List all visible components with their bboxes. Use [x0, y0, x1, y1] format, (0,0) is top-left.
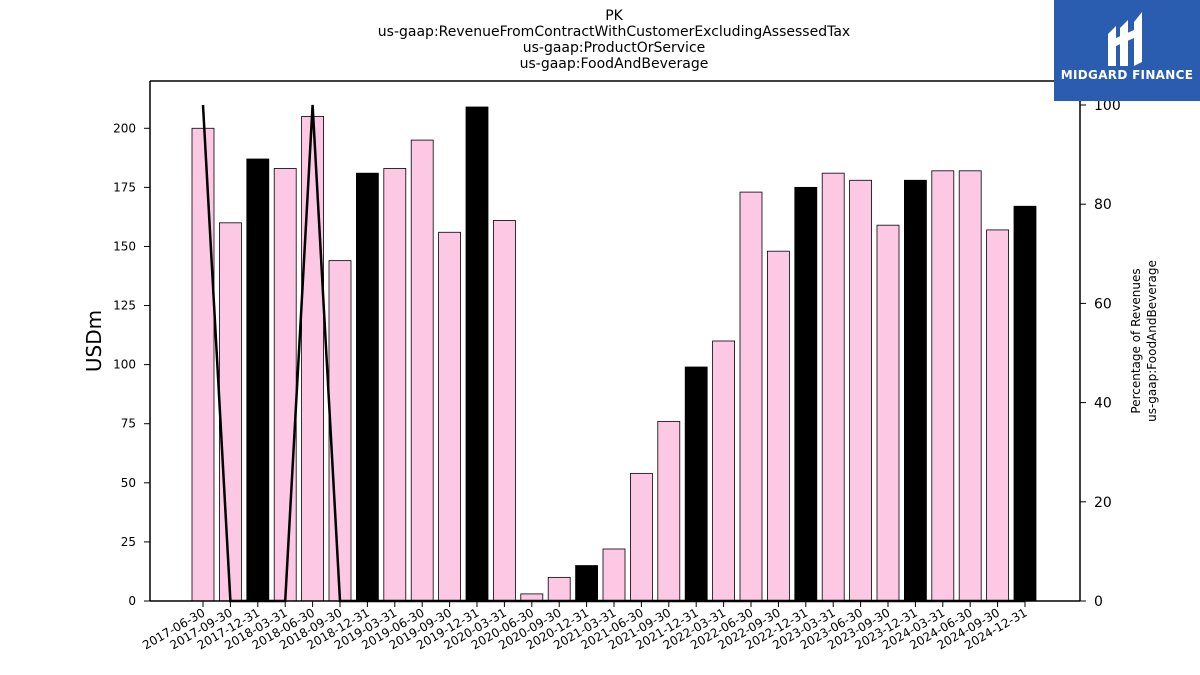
bar [684, 366, 708, 602]
secondary-y-axis-label: Percentage of Revenues us-gaap:FoodAndBev… [1129, 260, 1159, 422]
title-line: us-gaap:FoodAndBeverage [520, 56, 709, 72]
title-line: us-gaap:ProductOrService [523, 40, 706, 56]
bar [301, 116, 325, 602]
x-ticks: 2017-06-302017-09-302017-12-312018-03-31… [140, 601, 1030, 652]
bar [931, 170, 955, 602]
bar [986, 229, 1009, 602]
title-line: us-gaap:RevenueFromContractWithCustomerE… [378, 24, 850, 40]
midgard-finance-logo: MIDGARD FINANCE [1054, 0, 1200, 101]
y-tick-label: 200 [113, 121, 136, 135]
bar [191, 127, 215, 602]
bar [246, 158, 270, 602]
y2-tick-label: 0 [1094, 594, 1103, 610]
y-tick-label: 25 [121, 535, 136, 549]
bar [465, 106, 489, 602]
bar [712, 340, 735, 602]
bar [383, 168, 407, 602]
y-tick-label: 175 [113, 180, 136, 194]
bar [876, 224, 900, 602]
y2-tick-label: 40 [1094, 396, 1112, 412]
y-axis-label: USDm [82, 310, 106, 372]
bar [547, 576, 571, 602]
bar [328, 260, 352, 602]
bar [767, 250, 790, 602]
y-tick-label: 75 [121, 417, 136, 431]
logo-mark-icon [1108, 12, 1142, 66]
axes [149, 80, 1081, 602]
y-tick-label: 100 [113, 358, 136, 372]
bar [273, 168, 297, 602]
y2-tick-label: 80 [1094, 197, 1112, 213]
y2-tick-label: 100 [1094, 98, 1121, 114]
bar [602, 548, 626, 602]
logo-text: MIDGARD FINANCE [1060, 68, 1194, 82]
bar [904, 179, 927, 602]
bar [218, 222, 242, 602]
y2-tick-label: 60 [1094, 296, 1112, 312]
chart-title: PKus-gaap:RevenueFromContractWithCustome… [378, 8, 850, 72]
title-line: PK [605, 8, 623, 24]
y-tick-label: 0 [128, 594, 136, 608]
bar [492, 220, 516, 602]
y-tick-label: 125 [113, 299, 136, 313]
left-y-ticks: 0 25 50 75 100 125 150 175 200 [113, 121, 150, 608]
bar [630, 472, 653, 602]
bar [575, 565, 598, 602]
bar [410, 139, 434, 602]
y2-tick-label: 20 [1094, 495, 1112, 511]
bar [657, 420, 681, 602]
bar [821, 172, 845, 602]
bar [355, 172, 379, 602]
bar [438, 231, 462, 602]
bar [849, 179, 872, 602]
y2-label-line: Percentage of Revenues [1129, 268, 1143, 413]
y-tick-label: 150 [113, 239, 136, 253]
bar [739, 191, 763, 602]
right-y-ticks: 0 20 40 60 80 100 [1080, 98, 1121, 610]
percentage-line [201, 104, 1025, 603]
bar-series [191, 106, 1037, 602]
bar [1013, 205, 1037, 602]
y-tick-label: 50 [121, 476, 136, 490]
bar [794, 186, 818, 602]
bar [958, 170, 982, 602]
y2-label-line: us-gaap:FoodAndBeverage [1145, 260, 1159, 422]
